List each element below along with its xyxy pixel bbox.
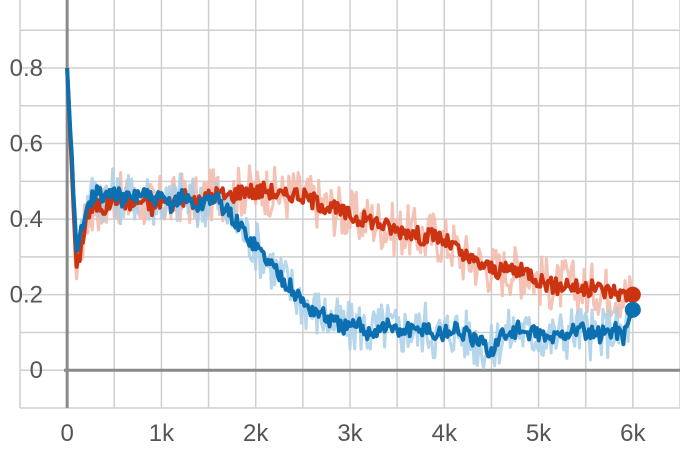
series-end-marker-0 [624, 286, 641, 303]
y-tick-label: 0.2 [10, 282, 43, 309]
x-tick-label: 2k [243, 420, 269, 447]
x-tick-label: 1k [149, 420, 175, 447]
y-tick-label: 0.6 [10, 131, 43, 158]
raw-series-layer [65, 67, 635, 370]
x-tick-label: 4k [432, 420, 458, 447]
x-tick-label: 5k [526, 420, 552, 447]
smoothed-series-layer [65, 67, 635, 359]
series-end-marker-1 [624, 301, 641, 318]
x-tick-label: 0 [60, 420, 73, 447]
x-tick-label: 6k [620, 420, 646, 447]
smoothed-series-line-1 [65, 67, 635, 359]
end-markers [624, 286, 641, 318]
raw-series-line-1 [65, 67, 635, 370]
grid [19, 0, 680, 409]
tick-labels: 0 1k 2k 3k 4k 5k 6k 0 0.2 0.4 0.6 0.8 [10, 55, 647, 447]
smoothed-series-line-0 [65, 67, 635, 303]
x-tick-label: 3k [337, 420, 363, 447]
y-tick-label: 0.8 [10, 55, 43, 82]
y-tick-label: 0 [30, 357, 43, 384]
y-tick-label: 0.4 [10, 206, 43, 233]
